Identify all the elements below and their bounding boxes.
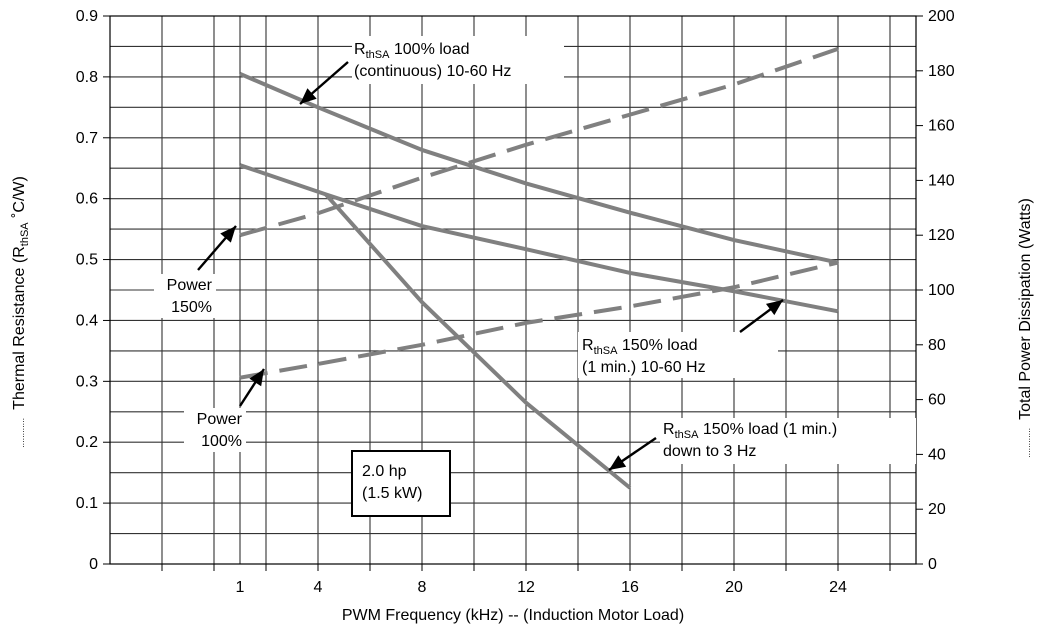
series-group bbox=[239, 46, 839, 490]
x-tick-label: 1 bbox=[236, 579, 245, 596]
series-line-0 bbox=[239, 72, 839, 265]
arrow-head bbox=[765, 300, 783, 316]
hp-box-label: (1.5 kW) bbox=[362, 485, 422, 502]
y-left-tick-label: 0 bbox=[89, 556, 98, 573]
y-left-tick-label: 0.8 bbox=[76, 69, 98, 86]
annotation-r150low-line: down to 3 Hz bbox=[663, 443, 756, 460]
y-left-tick-label: 0.2 bbox=[76, 434, 98, 451]
annotation-r100-line: (continuous) 10-60 Hz bbox=[354, 63, 511, 80]
hp-box-label: 2.0 hp bbox=[362, 463, 407, 480]
y-right-tick-label: 80 bbox=[928, 337, 946, 354]
annotation-p150-line: Power bbox=[167, 277, 213, 294]
arrow-head bbox=[249, 369, 264, 387]
series-line-2 bbox=[324, 193, 632, 490]
y-right-tick-label: 180 bbox=[928, 63, 955, 80]
tick-group: 0 0.1 0.2 0.3 0.4 0.5 0.6 0.7 0.8 0.9 0 20 40 60 80 100… bbox=[76, 8, 955, 596]
series-line-4 bbox=[239, 260, 839, 380]
y-axis-right-label: ............Total Power Dissipation (Wat… bbox=[1017, 198, 1034, 458]
annotation-r150-line: (1 min.) 10-60 Hz bbox=[582, 359, 706, 376]
y-right-tick-label: 200 bbox=[928, 8, 955, 25]
y-right-tick-label: 40 bbox=[928, 446, 946, 463]
y-right-tick-label: 60 bbox=[928, 392, 946, 409]
label-bg bbox=[154, 274, 216, 318]
arrow-head bbox=[300, 88, 317, 104]
x-axis-label: PWM Frequency (kHz) -- (Induction Motor … bbox=[342, 607, 684, 624]
y-right-tick-label: 140 bbox=[928, 172, 955, 189]
annotation-p150-line: 150% bbox=[171, 299, 212, 316]
y-left-tick-label: 0.1 bbox=[76, 495, 98, 512]
grid-lines bbox=[110, 16, 916, 564]
annotation-group: RthSA 100% load (continuous) 10-60 Hz Powe… bbox=[154, 36, 916, 517]
y-left-tick-label: 0.9 bbox=[76, 8, 98, 25]
y-right-tick-label: 20 bbox=[928, 501, 946, 518]
x-tick-label: 24 bbox=[829, 579, 847, 596]
hp-box bbox=[351, 450, 451, 517]
series-line-3 bbox=[239, 46, 839, 238]
y-left-tick-label: 0.4 bbox=[76, 312, 98, 329]
annotation-r150low-line: RthSA 150% load (1 min.) bbox=[663, 421, 837, 441]
y-right-tick-label: 0 bbox=[928, 556, 937, 573]
x-tick-label: 8 bbox=[418, 579, 427, 596]
arrow-head bbox=[220, 226, 236, 243]
y-left-tick-label: 0.6 bbox=[76, 191, 98, 208]
y-right-tick-label: 100 bbox=[928, 282, 955, 299]
label-bg bbox=[660, 418, 916, 464]
annotation-r100-line: RthSA 100% load bbox=[354, 41, 469, 61]
y-right-tick-label: 160 bbox=[928, 118, 955, 135]
arrow-head bbox=[609, 455, 627, 470]
y-left-tick-label: 0.7 bbox=[76, 130, 98, 147]
x-tick-label: 16 bbox=[621, 579, 639, 596]
y-left-tick-label: 0.5 bbox=[76, 252, 98, 269]
y-axis-left-label: ............Thermal Resistance (RthSA ˚C… bbox=[11, 176, 31, 448]
label-bg bbox=[578, 332, 778, 378]
label-bg bbox=[352, 36, 564, 84]
annotation-r150-line: RthSA 150% load bbox=[582, 337, 697, 357]
y-right-tick-label: 120 bbox=[928, 227, 955, 244]
x-tick-label: 20 bbox=[725, 579, 743, 596]
label-bg bbox=[184, 408, 246, 452]
y-left-tick-label: 0.3 bbox=[76, 373, 98, 390]
x-tick-label: 4 bbox=[314, 579, 323, 596]
x-tick-label: 12 bbox=[517, 579, 535, 596]
annotation-p100-line: 100% bbox=[201, 433, 242, 450]
annotation-p100-line: Power bbox=[197, 411, 243, 428]
